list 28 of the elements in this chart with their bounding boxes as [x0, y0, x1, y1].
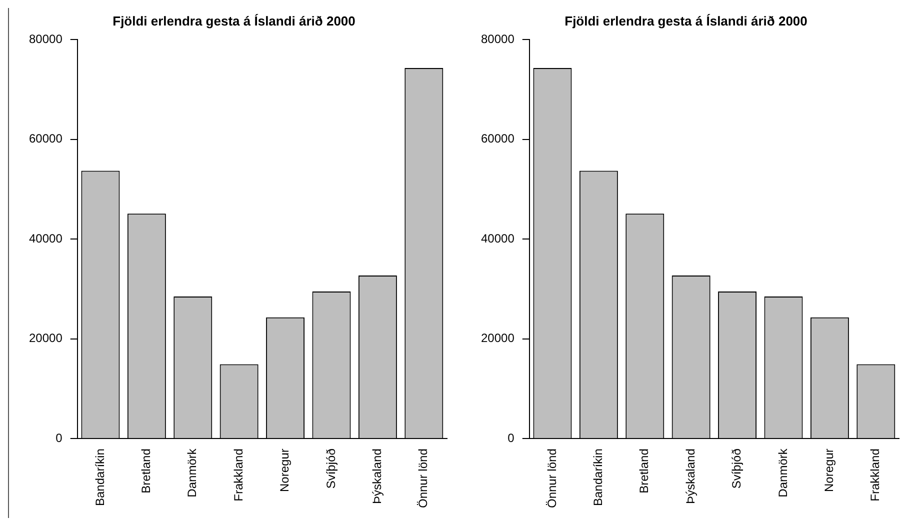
y-tick-label: 80000	[480, 32, 515, 46]
y-tick-label: 40000	[480, 231, 515, 246]
chart-title: Fjöldi erlendra gesta á Íslandi árið 2000	[564, 13, 808, 28]
y-tick-label: 60000	[28, 132, 63, 146]
x-tick-label: Bandaríkin	[590, 448, 605, 506]
y-tick-label: 40000	[28, 231, 63, 246]
y-tick-label: 80000	[28, 32, 63, 46]
x-tick-label: Danmörk	[185, 448, 200, 498]
x-tick-label: Danmörk	[776, 448, 790, 498]
x-tick-label: Bretland	[138, 448, 153, 494]
x-tick-label: Svíþjóð	[324, 448, 338, 489]
y-tick-label: 0	[56, 430, 63, 445]
chart-title: Fjöldi erlendra gesta á Íslandi árið 2000	[112, 13, 356, 28]
x-tick-label: Önnur lönd	[416, 448, 430, 508]
x-tick-label: Noregur	[278, 448, 292, 492]
x-tick-label: Bretland	[637, 448, 652, 494]
x-tick-label: Þýskaland	[370, 448, 384, 504]
x-tick-label: Svíþjóð	[730, 448, 744, 489]
x-tick-label: Önnur lönd	[544, 448, 559, 508]
x-tick-label: Bandaríkin	[92, 448, 107, 506]
y-tick-label: 20000	[28, 331, 63, 346]
x-tick-label: Noregur	[822, 448, 836, 492]
y-tick-label: 60000	[480, 132, 515, 146]
x-tick-label: Þýskaland	[683, 448, 698, 504]
x-tick-label: Frakkland	[231, 448, 246, 502]
y-tick-label: 20000	[480, 331, 515, 346]
x-tick-label: Frakkland	[868, 448, 882, 502]
y-tick-label: 0	[508, 430, 515, 445]
